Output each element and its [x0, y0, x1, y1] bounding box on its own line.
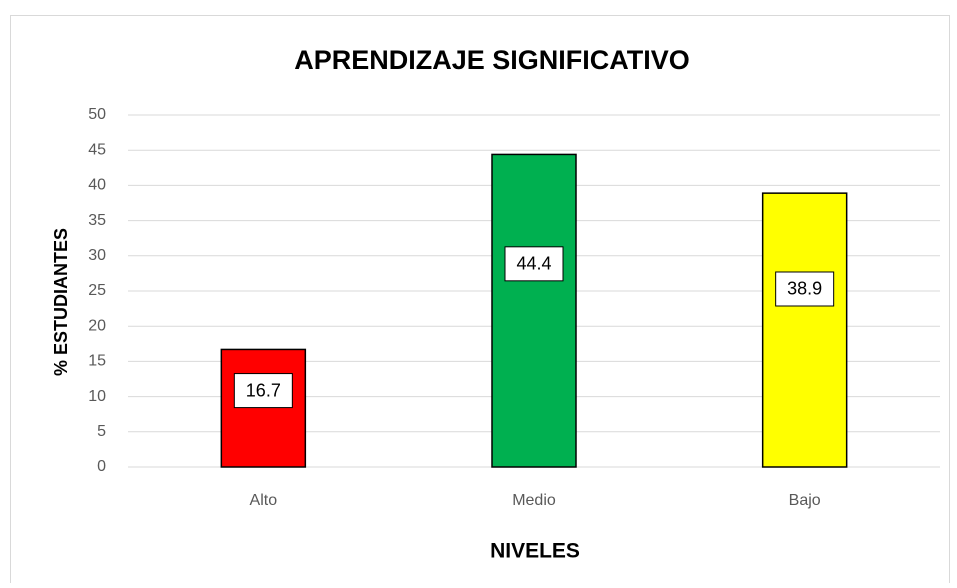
- data-label: 44.4: [516, 254, 551, 274]
- y-tick-label: 0: [97, 458, 106, 475]
- bar: [491, 153, 577, 468]
- y-axis-label: % ESTUDIANTES: [51, 228, 71, 376]
- y-tick-label: 10: [88, 388, 106, 405]
- bar: [761, 192, 848, 468]
- x-tick-label: Medio: [512, 492, 556, 509]
- data-label: 38.9: [787, 279, 822, 299]
- x-tick-label: Alto: [250, 492, 278, 509]
- y-tick-label: 35: [88, 212, 106, 229]
- y-tick-label: 45: [88, 141, 106, 158]
- y-tick-label: 5: [97, 423, 106, 440]
- x-axis-label: NIVELES: [490, 540, 580, 563]
- y-tick-label: 40: [88, 177, 106, 194]
- data-label-box: [233, 373, 293, 409]
- y-tick-label: 20: [88, 317, 106, 334]
- data-label-box: [504, 246, 564, 282]
- x-tick-label: Bajo: [789, 492, 821, 509]
- data-label-box: [775, 271, 835, 307]
- y-tick-label: 50: [88, 106, 106, 123]
- y-tick-label: 25: [88, 282, 106, 299]
- y-tick-label: 15: [88, 353, 106, 370]
- data-label: 16.7: [246, 380, 281, 400]
- chart-title: APRENDIZAJE SIGNIFICATIVO: [294, 45, 690, 75]
- y-tick-label: 30: [88, 247, 106, 264]
- bar: [220, 348, 307, 468]
